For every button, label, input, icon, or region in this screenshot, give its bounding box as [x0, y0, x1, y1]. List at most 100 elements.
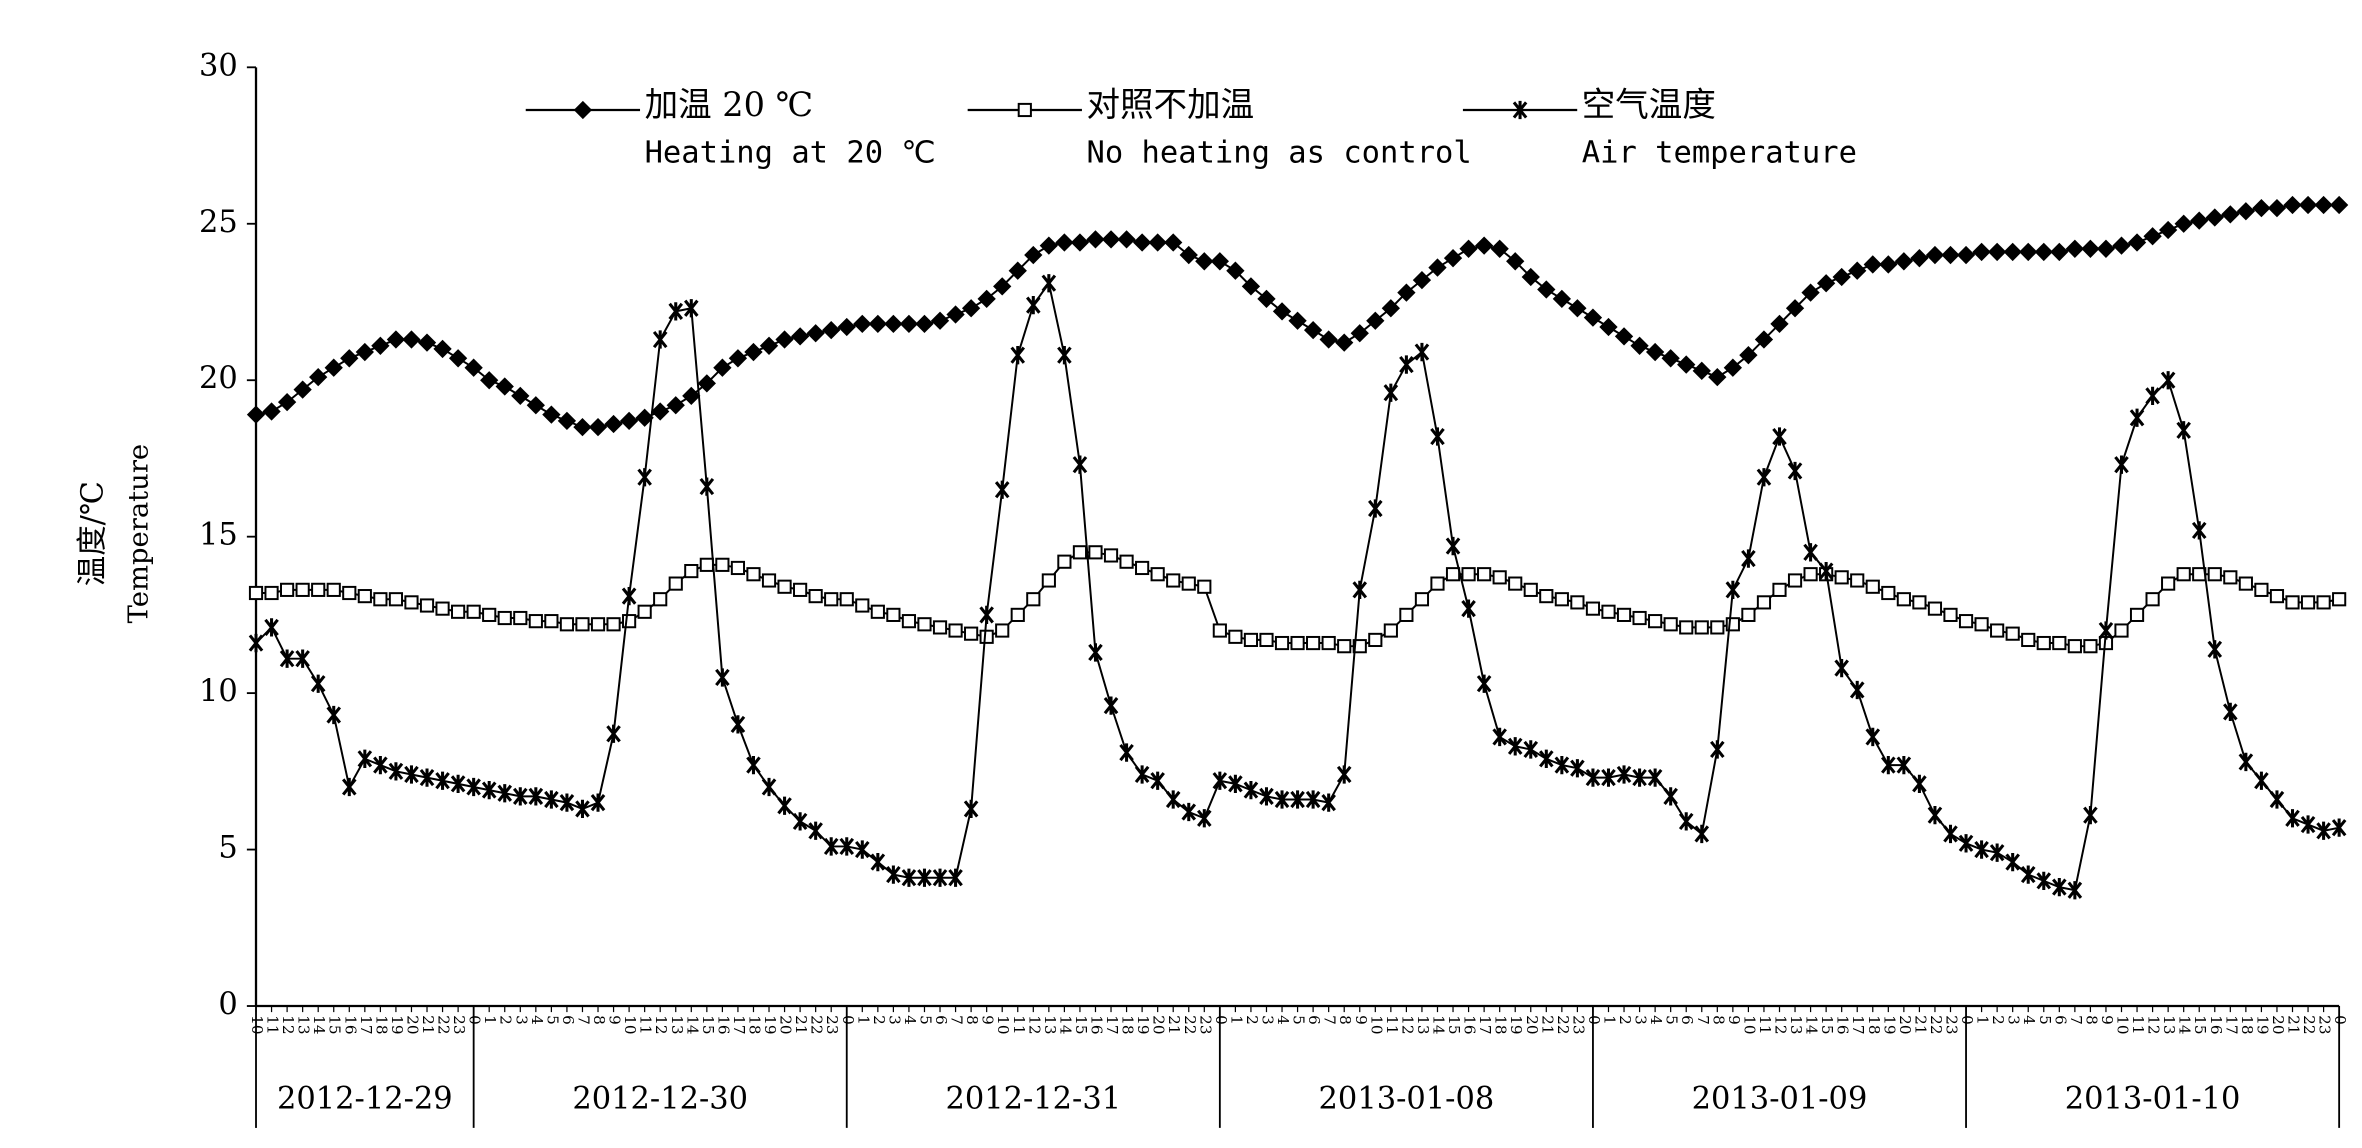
point: [1430, 576, 1445, 591]
x-tick-label: 8: [1709, 1015, 1727, 1025]
point: [1461, 599, 1476, 618]
point: [1321, 635, 1336, 651]
x-tick-label: 13: [1414, 1015, 1432, 1034]
point: [1150, 771, 1165, 790]
point: [1443, 249, 1463, 268]
point: [1927, 601, 1943, 616]
point: [1956, 245, 1976, 265]
point: [1243, 632, 1259, 648]
point: [1645, 342, 1665, 362]
x-tick-label: 22: [1554, 1015, 1572, 1034]
point: [1303, 321, 1323, 340]
point: [1896, 755, 1912, 775]
point: [746, 755, 761, 775]
point: [948, 623, 963, 638]
point: [495, 377, 514, 396]
point: [744, 342, 763, 362]
point: [1041, 573, 1056, 588]
point: [1614, 327, 1634, 346]
point: [759, 336, 779, 355]
point: [2221, 205, 2240, 224]
x-tick-label: 1: [1227, 1015, 1245, 1025]
point: [2158, 220, 2178, 240]
point: [668, 302, 684, 321]
point: [1881, 755, 1896, 775]
point: [730, 560, 746, 576]
point: [2238, 576, 2253, 591]
point: [1088, 643, 1103, 662]
x-tick-label: 17: [1103, 1015, 1121, 1034]
x-tick-label: 14: [683, 1015, 701, 1034]
point: [2316, 595, 2331, 610]
point: [1414, 592, 1430, 607]
x-tick-label: 4: [528, 1015, 546, 1025]
point: [792, 812, 808, 831]
point: [775, 330, 794, 349]
x-tick-label: 10: [2114, 1015, 2132, 1034]
point: [2067, 639, 2082, 654]
x-tick-label: 23: [1942, 1015, 1960, 1034]
point: [1072, 545, 1088, 560]
point: [513, 787, 528, 806]
point: [746, 567, 761, 582]
x-tick-label: 14: [1056, 1015, 1074, 1034]
point: [2331, 818, 2347, 837]
point: [2127, 233, 2147, 252]
x-tick-label: 1: [854, 1015, 872, 1025]
x-tick-label: 16: [2207, 1015, 2225, 1034]
point: [963, 799, 979, 819]
point: [1863, 255, 1882, 274]
point: [590, 793, 606, 812]
point: [790, 327, 810, 346]
point: [1632, 768, 1647, 787]
point: [808, 821, 823, 840]
point: [1212, 771, 1228, 790]
x-tick-label: 10: [621, 1015, 639, 1034]
point: [1166, 573, 1181, 588]
point: [2314, 195, 2333, 215]
point: [1570, 595, 1585, 610]
point: [1490, 239, 1509, 258]
point: [1958, 834, 1974, 853]
point: [1290, 790, 1305, 809]
point: [1972, 242, 1991, 262]
point: [248, 633, 264, 653]
point: [419, 768, 435, 787]
point: [837, 317, 856, 337]
point: [544, 614, 559, 629]
x-tick-label: 21: [792, 1015, 810, 1034]
point: [2269, 790, 2285, 809]
day-label: 2013-01-09: [1692, 1081, 1868, 1116]
point: [1601, 604, 1616, 619]
point: [652, 330, 668, 349]
x-tick-label: 1: [1974, 1015, 1992, 1025]
x-tick-label: 7: [1694, 1015, 1712, 1025]
x-tick-label: 20: [777, 1015, 795, 1034]
point: [2050, 242, 2069, 262]
point: [2129, 607, 2145, 622]
point: [295, 582, 310, 597]
point: [1017, 102, 1032, 118]
point: [823, 837, 839, 856]
point: [1987, 242, 2007, 262]
point: [1585, 768, 1601, 787]
x-tick-label: 17: [1849, 1015, 1867, 1034]
x-tick-label: 15: [326, 1015, 344, 1034]
point: [280, 582, 295, 597]
y-tick-label: 0: [218, 987, 237, 1022]
x-tick-label: 10: [248, 1015, 266, 1034]
point: [870, 604, 885, 619]
point: [1694, 824, 1710, 844]
x-tick-label: 14: [1803, 1015, 1821, 1034]
y-axis-label-en: Temperature: [124, 444, 155, 624]
point: [1741, 549, 1756, 568]
x-tick-label: 18: [1865, 1015, 1883, 1034]
point: [2161, 576, 2176, 591]
x-tick-label: 2: [870, 1015, 888, 1025]
point: [917, 868, 932, 887]
x-tick-label: 0: [1585, 1015, 1603, 1025]
point: [2267, 198, 2287, 218]
x-tick-label: 17: [730, 1015, 748, 1034]
point: [2052, 877, 2067, 897]
point: [1008, 261, 1027, 280]
